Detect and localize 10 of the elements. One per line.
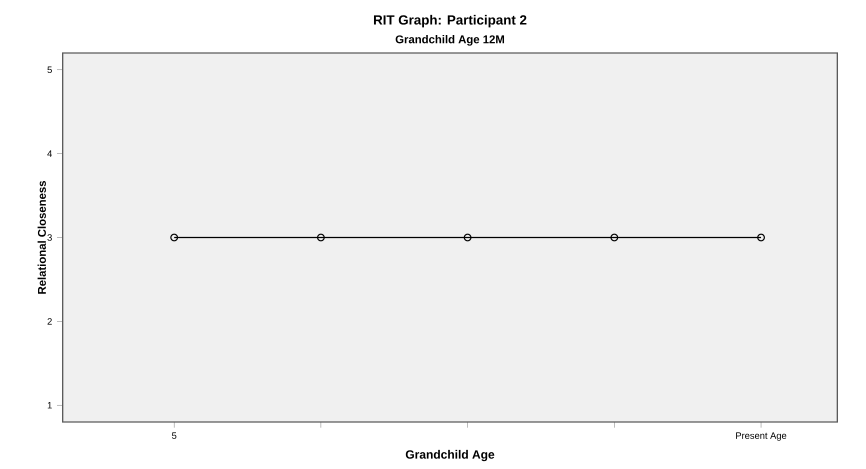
y-tick-label: 5 xyxy=(47,66,52,74)
y-tick-label: 2 xyxy=(48,318,52,325)
y-tick-label: 1 xyxy=(48,402,52,408)
y-tick-label: 3 xyxy=(47,234,52,241)
x-axis-title: Grandchild Age xyxy=(406,450,494,462)
chart-title: RIT Graph: Participant 2 xyxy=(374,14,526,28)
y-tick-label: 4 xyxy=(47,150,52,157)
y-axis-title: Relational Closeness xyxy=(38,180,46,294)
x-tick-label: Present Age xyxy=(736,432,786,441)
chart-subtitle: Grandchild Age 12M xyxy=(396,35,504,46)
